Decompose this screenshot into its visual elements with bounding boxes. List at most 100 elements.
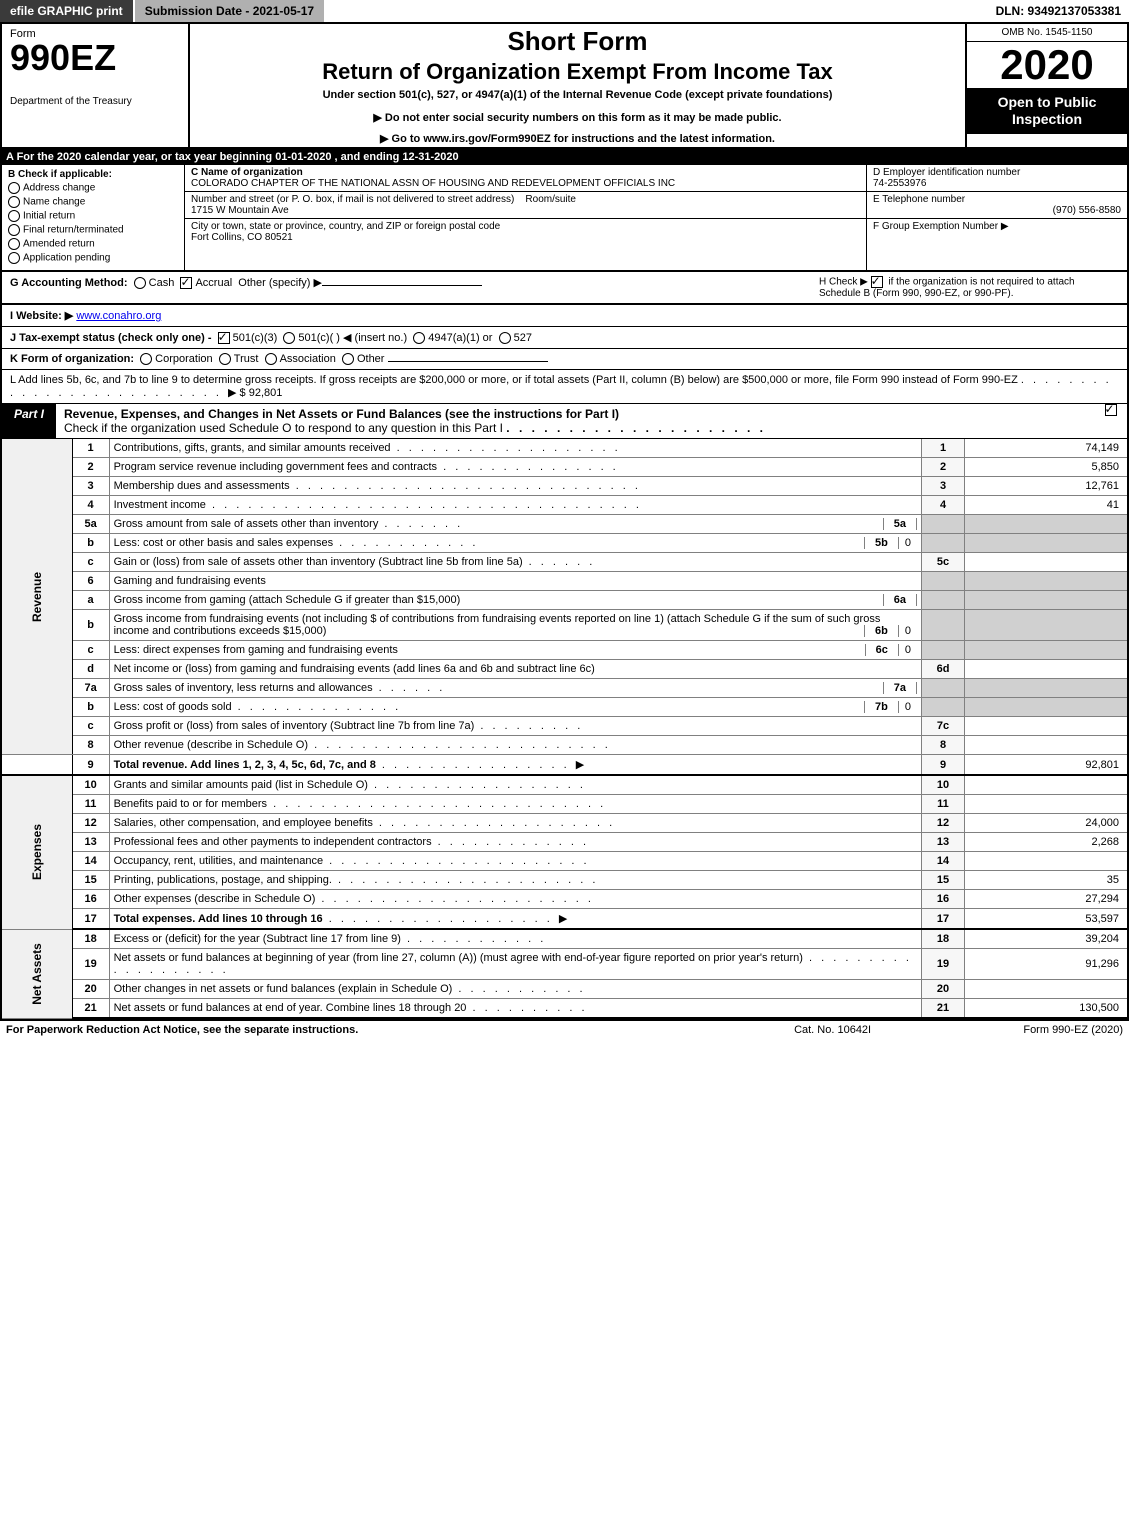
- part1-title: Revenue, Expenses, and Changes in Net As…: [64, 407, 619, 421]
- row-7c: c Gross profit or (loss) from sales of i…: [1, 717, 1128, 736]
- part1-header: Part I Revenue, Expenses, and Changes in…: [0, 404, 1129, 439]
- irs-link[interactable]: www.irs.gov/Form990EZ: [423, 133, 550, 145]
- row-3: 3 Membership dues and assessments . . . …: [1, 477, 1128, 496]
- row-6d: d Net income or (loss) from gaming and f…: [1, 660, 1128, 679]
- radio-4947[interactable]: [413, 332, 425, 344]
- box-e-label: E Telephone number: [873, 194, 965, 205]
- radio-501c[interactable]: [283, 332, 295, 344]
- val-6c: 0: [899, 644, 917, 656]
- form-title-block: Short Form Return of Organization Exempt…: [190, 24, 965, 147]
- row-7a: 7a Gross sales of inventory, less return…: [1, 679, 1128, 698]
- check-address-change[interactable]: Address change: [8, 182, 178, 194]
- under-section-text: Under section 501(c), 527, or 4947(a)(1)…: [198, 89, 957, 101]
- row-8: 8 Other revenue (describe in Schedule O)…: [1, 736, 1128, 755]
- amt-9: 92,801: [965, 755, 1129, 776]
- header-right-block: OMB No. 1545-1150 2020 Open to Public In…: [965, 24, 1127, 147]
- row-12: 12 Salaries, other compensation, and emp…: [1, 814, 1128, 833]
- room-suite-label: Room/suite: [525, 194, 576, 205]
- row-6a: a Gross income from gaming (attach Sched…: [1, 591, 1128, 610]
- check-initial-return[interactable]: Initial return: [8, 210, 178, 222]
- amt-3: 12,761: [965, 477, 1129, 496]
- row-16: 16 Other expenses (describe in Schedule …: [1, 890, 1128, 909]
- row-6: 6 Gaming and fundraising events: [1, 572, 1128, 591]
- box-b: B Check if applicable: Address change Na…: [2, 165, 184, 270]
- box-g-label: G Accounting Method:: [10, 277, 128, 289]
- amt-20: [965, 980, 1129, 999]
- check-accrual[interactable]: [180, 277, 192, 289]
- amt-1: 74,149: [965, 439, 1129, 458]
- check-schedule-b-not-required[interactable]: [871, 276, 883, 288]
- row-11: 11 Benefits paid to or for members . . .…: [1, 795, 1128, 814]
- amt-11: [965, 795, 1129, 814]
- row-6c: c Less: direct expenses from gaming and …: [1, 641, 1128, 660]
- radio-corporation[interactable]: [140, 353, 152, 365]
- part1-check-text: Check if the organization used Schedule …: [64, 421, 503, 435]
- info-grid: B Check if applicable: Address change Na…: [0, 165, 1129, 272]
- box-b-title: B Check if applicable:: [8, 169, 178, 180]
- tax-year: 2020: [967, 42, 1127, 88]
- row-4: 4 Investment income . . . . . . . . . . …: [1, 496, 1128, 515]
- row-20: 20 Other changes in net assets or fund b…: [1, 980, 1128, 999]
- check-amended-return[interactable]: Amended return: [8, 238, 178, 250]
- row-5a: 5a Gross amount from sale of assets othe…: [1, 515, 1128, 534]
- radio-other-org[interactable]: [342, 353, 354, 365]
- amt-14: [965, 852, 1129, 871]
- box-l: L Add lines 5b, 6c, and 7b to line 9 to …: [0, 370, 1129, 404]
- radio-association[interactable]: [265, 353, 277, 365]
- submission-date-button[interactable]: Submission Date - 2021-05-17: [135, 0, 326, 22]
- city-state-zip: Fort Collins, CO 80521: [191, 232, 293, 243]
- amt-17: 53,597: [965, 909, 1129, 930]
- radio-trust[interactable]: [219, 353, 231, 365]
- amt-13: 2,268: [965, 833, 1129, 852]
- row-7b: b Less: cost of goods sold . . . . . . .…: [1, 698, 1128, 717]
- radio-527[interactable]: [499, 332, 511, 344]
- boxes-g-h: G Accounting Method: Cash Accrual Other …: [0, 272, 1129, 305]
- amt-16: 27,294: [965, 890, 1129, 909]
- form-id-block: Form 990EZ Department of the Treasury: [2, 24, 190, 147]
- check-application-pending[interactable]: Application pending: [8, 252, 178, 264]
- box-c: C Name of organization COLORADO CHAPTER …: [184, 165, 867, 270]
- return-title: Return of Organization Exempt From Incom…: [198, 59, 957, 85]
- row-21: 21 Net assets or fund balances at end of…: [1, 999, 1128, 1019]
- amt-12: 24,000: [965, 814, 1129, 833]
- amt-5c: [965, 553, 1129, 572]
- box-j: J Tax-exempt status (check only one) - 5…: [0, 327, 1129, 349]
- amt-21: 130,500: [965, 999, 1129, 1019]
- box-c-city-label: City or town, state or province, country…: [191, 221, 500, 232]
- page-footer: For Paperwork Reduction Act Notice, see …: [0, 1019, 1129, 1039]
- part1-schedule-o-check[interactable]: [1105, 404, 1117, 416]
- row-5b: b Less: cost or other basis and sales ex…: [1, 534, 1128, 553]
- row-19: 19 Net assets or fund balances at beginn…: [1, 949, 1128, 980]
- row-14: 14 Occupancy, rent, utilities, and maint…: [1, 852, 1128, 871]
- row-9: 9 Total revenue. Add lines 1, 2, 3, 4, 5…: [1, 755, 1128, 776]
- org-name: COLORADO CHAPTER OF THE NATIONAL ASSN OF…: [191, 178, 675, 189]
- amt-18: 39,204: [965, 929, 1129, 949]
- form-number: 990EZ: [10, 40, 180, 76]
- part1-table: Revenue 1 Contributions, gifts, grants, …: [0, 439, 1129, 1019]
- check-501c3[interactable]: [218, 332, 230, 344]
- expenses-section-label: Expenses: [30, 822, 44, 884]
- amt-10: [965, 775, 1129, 795]
- website-link[interactable]: www.conahro.org: [76, 310, 161, 322]
- period-bar: A For the 2020 calendar year, or tax yea…: [0, 149, 1129, 165]
- radio-cash[interactable]: [134, 277, 146, 289]
- efile-print-button[interactable]: efile GRAPHIC print: [0, 0, 135, 22]
- part1-tag: Part I: [2, 404, 56, 438]
- top-bar: efile GRAPHIC print Submission Date - 20…: [0, 0, 1129, 24]
- box-f-label: F Group Exemption Number ▶: [873, 221, 1009, 232]
- box-h-label: H Check ▶: [819, 277, 868, 288]
- check-final-return[interactable]: Final return/terminated: [8, 224, 178, 236]
- check-name-change[interactable]: Name change: [8, 196, 178, 208]
- val-5b: 0: [899, 537, 917, 549]
- row-13: 13 Professional fees and other payments …: [1, 833, 1128, 852]
- cat-no: Cat. No. 10642I: [642, 1024, 1024, 1036]
- val-6b: 0: [899, 625, 917, 637]
- net-assets-section-label: Net Assets: [30, 943, 44, 1005]
- gross-receipts-amount: ▶ $ 92,801: [228, 387, 282, 399]
- other-org-blank[interactable]: [388, 361, 548, 362]
- amt-2: 5,850: [965, 458, 1129, 477]
- row-5c: c Gain or (loss) from sale of assets oth…: [1, 553, 1128, 572]
- row-15: 15 Printing, publications, postage, and …: [1, 871, 1128, 890]
- other-specify-blank[interactable]: [322, 285, 482, 286]
- amt-15: 35: [965, 871, 1129, 890]
